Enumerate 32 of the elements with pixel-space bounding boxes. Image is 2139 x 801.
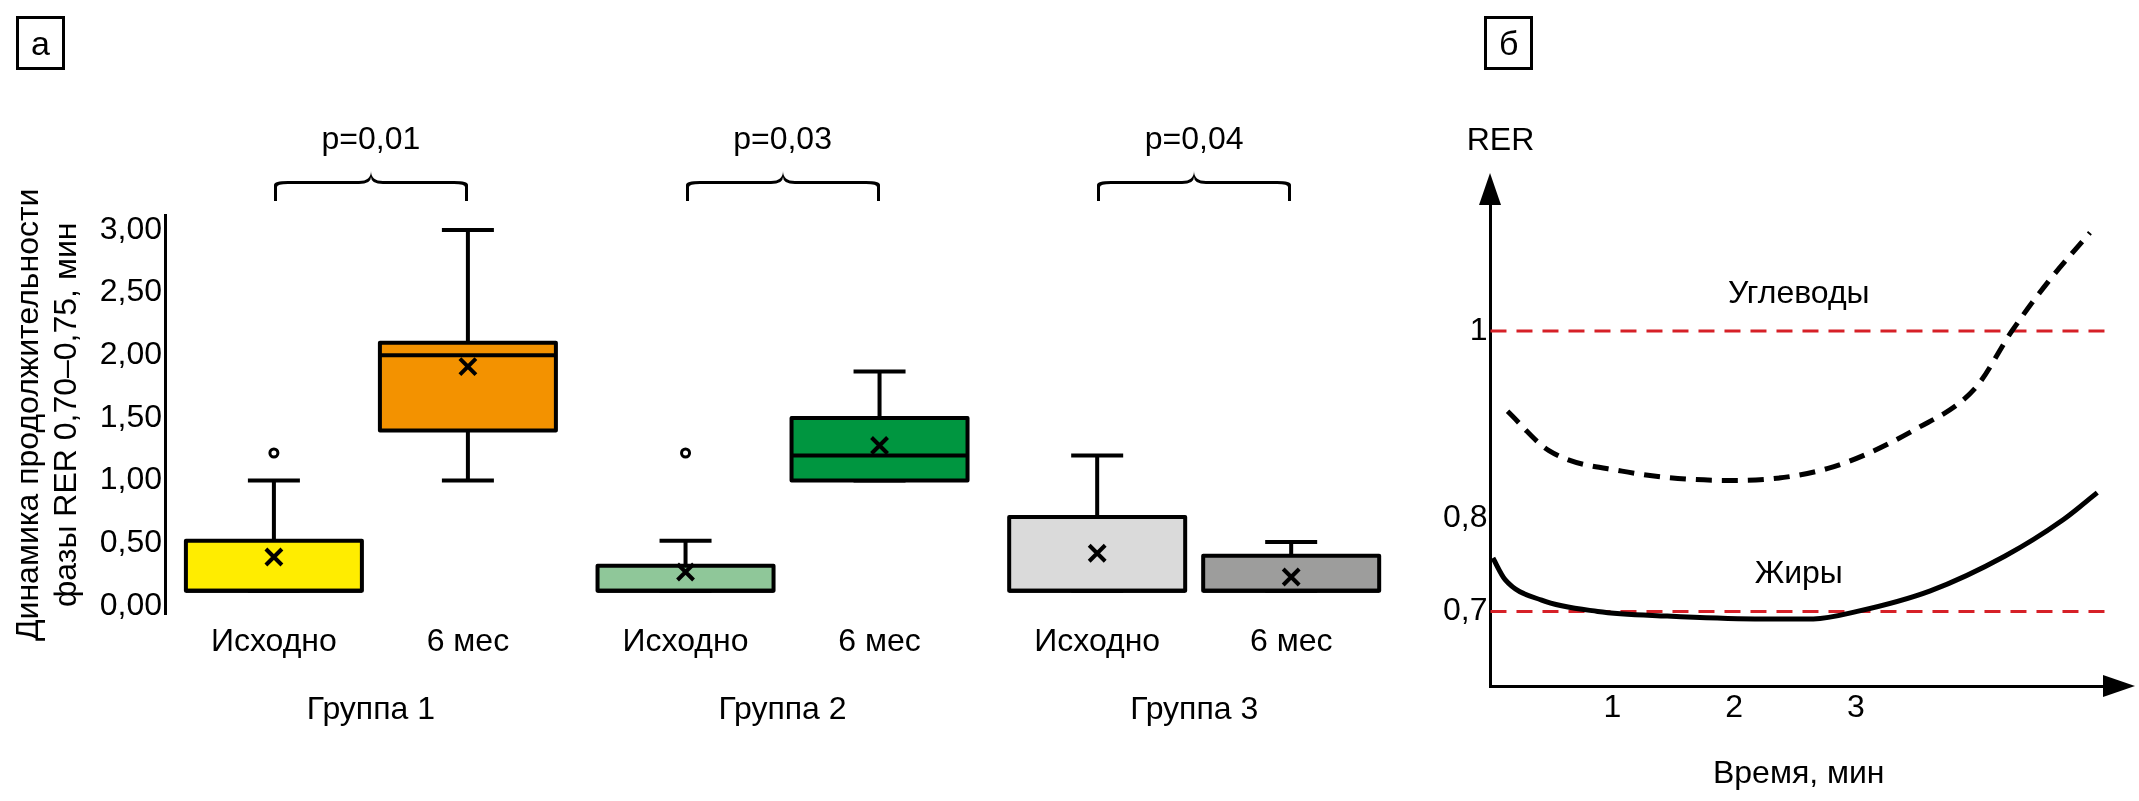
y-tick-label: 0,00 [99,585,163,622]
y-tick-label: 2,50 [99,272,163,309]
y-tick-label: 0,50 [99,523,163,560]
series-label: Исходно [210,622,337,659]
x-tick-label: 1 [1603,688,1622,725]
y-tick-label: 0,7 [1443,591,1488,628]
y-tick-label: 0,8 [1443,497,1488,534]
text: 6 мес [838,622,921,659]
x-tick-label: Группа 3 [1130,689,1259,726]
x-tick-label: 3 [1847,688,1865,725]
y-tick-label: 2,00 [99,335,163,372]
text: Исходно [622,622,749,659]
y-tick-label: 1 [1469,310,1488,347]
ref-line-label: Углеводы [1727,273,1870,310]
y-tick-label: 3,00 [99,209,163,246]
x-tick-label: Группа 1 [306,689,435,726]
text: p=0,01 [321,120,421,156]
y-axis-title: RER [1466,121,1535,157]
text: Исходно [1034,622,1161,659]
y-tick-label: 1,50 [99,397,163,434]
chart-title: а [16,16,65,70]
y-tick-label: 1,00 [99,460,163,497]
text: p=0,03 [733,120,832,156]
text: 6 мес [426,622,510,659]
ref-line-label: Жиры [1754,554,1843,591]
x-tick-label: Группа 2 [718,689,847,726]
text: p=0,04 [1144,120,1244,156]
series-label: 6 мес [1249,622,1333,659]
x-axis-title: Время, мин [1712,753,1885,790]
chart-title: б [1484,16,1534,70]
x-tick-label: 2 [1725,688,1744,725]
y-axis-title: Динамика продолжительности фазы RER 0,70–0,75, мин [9,188,84,642]
